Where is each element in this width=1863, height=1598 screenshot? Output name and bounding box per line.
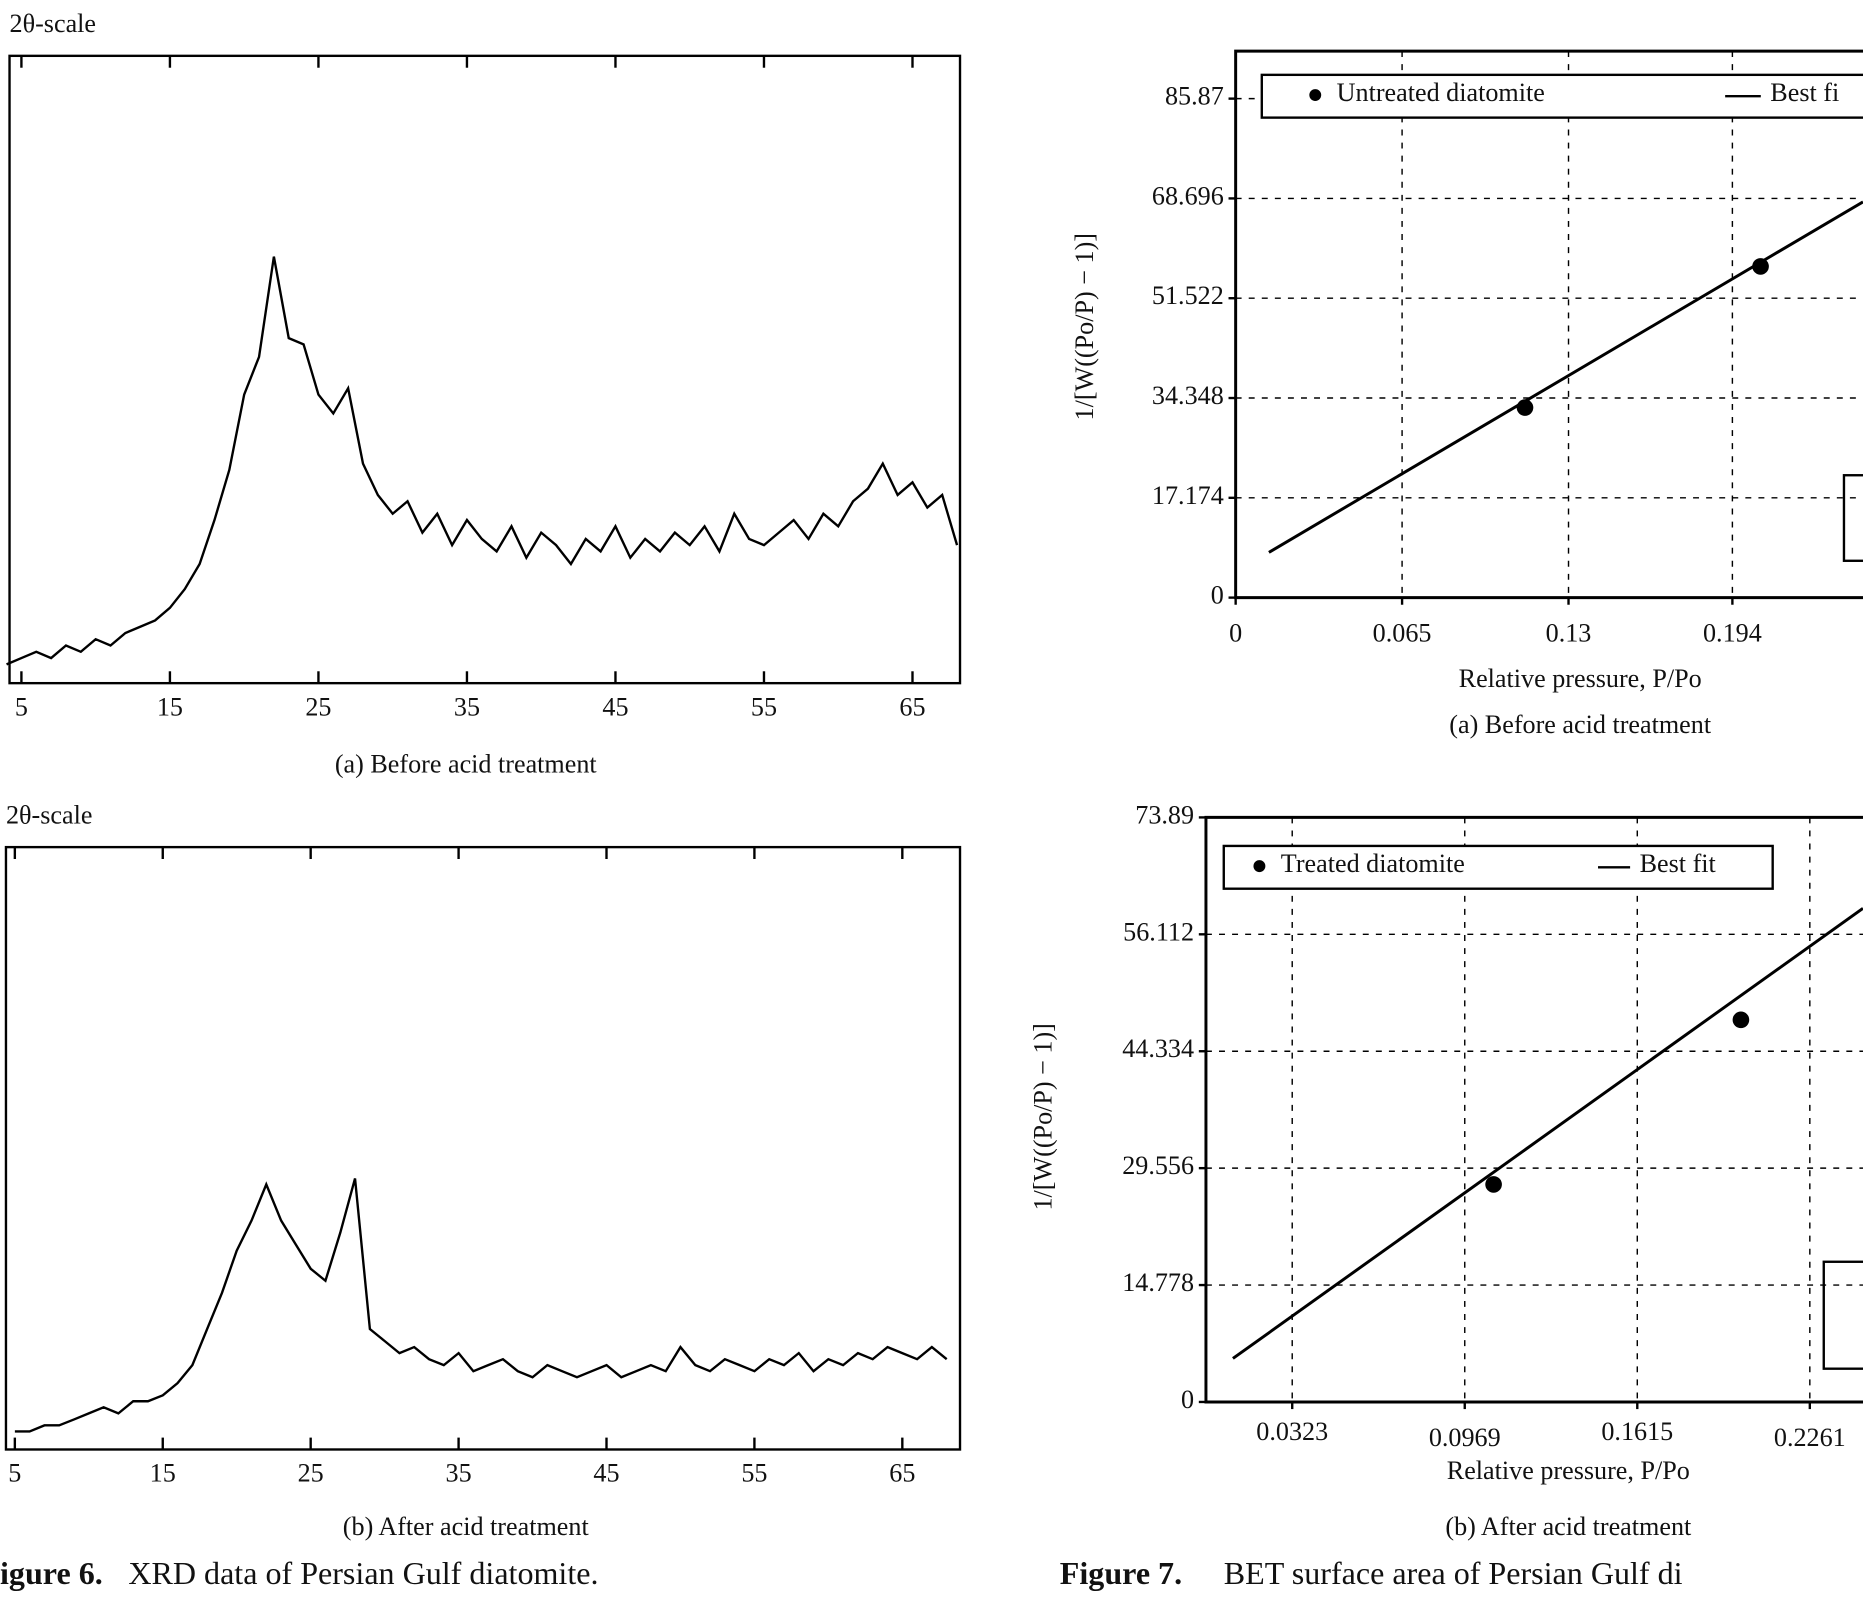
figure-caption: BET surface area of Persian Gulf di: [1224, 1555, 1683, 1591]
xrd-trace: [14, 1178, 948, 1433]
chart-subtitle: (b) After acid treatment: [1445, 1512, 1692, 1541]
plot-frame: [4, 845, 962, 1451]
cut-annotation-box: [1842, 474, 1863, 562]
x-tick-label: 0.13: [1546, 619, 1592, 648]
y-tick-label: 14.778: [1122, 1268, 1194, 1297]
x-tick-label: 25: [298, 1459, 324, 1488]
data-point: [1752, 258, 1769, 275]
chart-subtitle: (a) Before acid treatment: [335, 749, 598, 778]
x-tick-label: 0.0323: [1256, 1417, 1328, 1446]
x-tick-label: 35: [446, 1459, 472, 1488]
y-tick-label: 29.556: [1122, 1151, 1194, 1180]
legend-box: [1222, 844, 1774, 890]
legend-label: Treated diatomite: [1281, 849, 1465, 878]
fit-line: [1232, 907, 1863, 1360]
figure-caption: XRD data of Persian Gulf diatomite.: [128, 1555, 598, 1591]
y-tick-label: 68.696: [1152, 181, 1224, 210]
x-tick-label: 0.065: [1373, 619, 1432, 648]
data-point: [1485, 1176, 1502, 1193]
x-tick-label: 0: [1229, 619, 1242, 648]
xrd-trace: [6, 256, 959, 666]
y-tick-label: 0: [1181, 1385, 1194, 1414]
plot-frame: [8, 54, 962, 685]
y-tick-label: 51.522: [1152, 281, 1224, 310]
x-axis-label: Relative pressure, P/Po: [1459, 664, 1702, 693]
y-tick-label: 44.334: [1122, 1034, 1194, 1063]
x-tick-label: 55: [741, 1459, 767, 1488]
legend-label: Best fi: [1770, 78, 1839, 107]
legend-label: Best fit: [1640, 849, 1717, 878]
x-tick-label: 65: [889, 1459, 915, 1488]
y-tick-label: 73.89: [1135, 800, 1194, 829]
x-tick-label: 55: [751, 692, 777, 721]
x-tick-label: 0.2261: [1774, 1423, 1846, 1452]
x-tick-label: 45: [602, 692, 628, 721]
legend-marker: [1309, 89, 1322, 101]
figure-label: igure 6.: [0, 1555, 103, 1591]
figure-label: Figure 7.: [1060, 1555, 1182, 1591]
axis-note: 2θ-scale: [10, 9, 97, 38]
x-tick-label: 0.0969: [1429, 1423, 1501, 1452]
x-tick-label: 25: [305, 692, 331, 721]
y-axis-label: 1/[W((Po/P) − 1)]: [1029, 1023, 1058, 1210]
plot-frame: [1204, 815, 1863, 1404]
x-tick-label: 15: [157, 692, 183, 721]
y-tick-label: 34.348: [1152, 381, 1224, 410]
y-tick-label: 56.112: [1123, 917, 1194, 946]
axis-note: 2θ-scale: [6, 800, 93, 829]
y-tick-label: 17.174: [1152, 481, 1224, 510]
legend-box: [1260, 73, 1863, 119]
x-tick-label: 65: [899, 692, 925, 721]
x-tick-label: 5: [8, 1459, 21, 1488]
y-tick-label: 85.87: [1165, 82, 1224, 111]
y-axis-label: 1/[W((Po/P) − 1)]: [1070, 233, 1099, 420]
x-axis-label: Relative pressure, P/Po: [1447, 1456, 1690, 1485]
x-tick-label: 0.194: [1703, 619, 1762, 648]
y-tick-label: 0: [1211, 581, 1224, 610]
x-tick-label: 0.1615: [1601, 1417, 1673, 1446]
chart-subtitle: (b) After acid treatment: [343, 1512, 590, 1541]
x-tick-label: 35: [454, 692, 480, 721]
x-tick-label: 15: [150, 1459, 176, 1488]
legend-marker: [1253, 860, 1266, 873]
x-tick-label: 45: [593, 1459, 619, 1488]
cut-annotation-box: [1822, 1260, 1863, 1370]
fit-line: [1268, 200, 1863, 554]
chart-subtitle: (a) Before acid treatment: [1449, 710, 1712, 739]
x-tick-label: 5: [15, 692, 28, 721]
data-point: [1732, 1011, 1750, 1029]
legend-label: Untreated diatomite: [1337, 78, 1545, 107]
